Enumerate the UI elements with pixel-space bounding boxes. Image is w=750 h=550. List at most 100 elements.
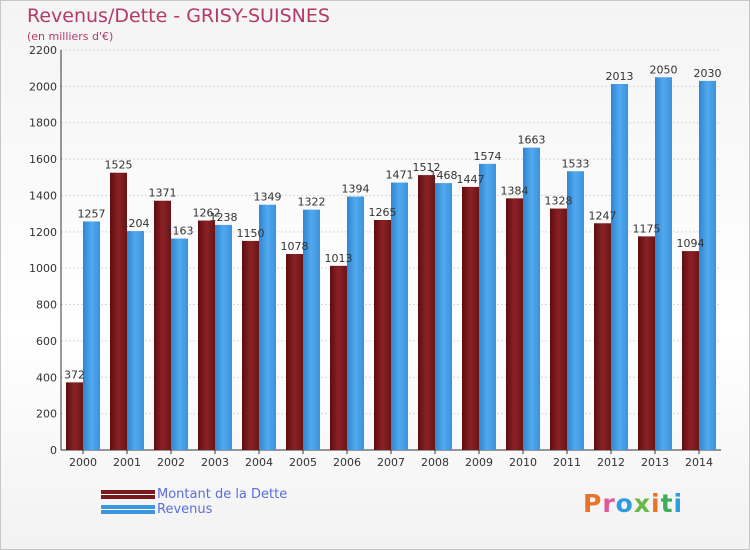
data-label-debt: 1525 [105,159,133,172]
data-label-debt: 1262 [193,207,221,220]
x-tick-label: 2011 [553,456,581,469]
x-tick-label: 2013 [641,456,669,469]
data-label-revenue: 1204 [122,217,150,230]
chart-title: Revenus/Dette - GRISY-SUISNES [27,5,330,27]
bar-revenue [259,204,276,450]
bar-debt [154,200,171,450]
y-tick-label: 1200 [29,226,57,239]
data-label-revenue: 1322 [298,196,326,209]
data-label-debt: 1175 [633,222,661,235]
bar-debt [286,254,303,450]
bar-debt [462,186,479,450]
y-tick-label: 200 [36,408,57,421]
data-label-revenue: 1468 [430,169,458,182]
brand-letter: i [651,489,661,518]
x-tick-label: 2000 [69,456,97,469]
data-label-debt: 1371 [149,187,177,200]
x-tick-label: 2014 [685,456,713,469]
y-tick-label: 600 [36,335,57,348]
data-label-revenue: 1349 [254,191,282,204]
data-label-revenue: 1663 [518,134,546,147]
bar-debt [418,175,435,450]
data-label-revenue: 2013 [606,70,634,83]
data-label-debt: 1384 [501,184,529,197]
x-tick-label: 2005 [289,456,317,469]
x-tick-label: 2009 [465,456,493,469]
chart-subtitle: (en milliers d'€) [27,30,114,43]
x-tick-label: 2007 [377,456,405,469]
bar-revenue [171,238,188,450]
legend-label-revenue: Revenus [157,502,213,517]
y-tick-label: 1000 [29,262,57,275]
bar-revenue [127,231,144,450]
data-label-debt: 1013 [325,252,353,265]
brand-logo: Proxiti [583,489,683,518]
bar-revenue [435,183,452,450]
bar-revenue [347,196,364,450]
brand-letter: x [633,489,651,518]
x-tick-label: 2012 [597,456,625,469]
data-label-revenue: 1471 [386,169,414,182]
bar-revenue [83,221,100,450]
brand-letter: t [660,489,674,518]
bar-debt [682,251,699,450]
brand-letter: o [615,489,634,518]
y-tick-label: 2000 [29,80,57,93]
bar-debt [330,265,347,450]
x-tick-label: 2002 [157,456,185,469]
data-label-debt: 1512 [413,161,441,174]
bar-debt [110,172,127,450]
bar-debt [638,236,655,450]
y-tick-label: 1600 [29,153,57,166]
bar-revenue [523,147,540,451]
x-tick-label: 2010 [509,456,537,469]
bar-revenue [655,77,672,450]
bar-debt [66,382,83,450]
x-tick-label: 2004 [245,456,273,469]
legend-item-revenue: Revenus [101,502,287,517]
data-label-debt: 1265 [369,206,397,219]
y-tick-label: 2200 [29,44,57,57]
y-tick-label: 0 [50,444,57,457]
bar-debt [374,220,391,450]
bar-revenue [303,209,320,450]
bar-debt [506,198,523,450]
data-label-debt: 1078 [281,240,309,253]
legend-swatch-debt [101,490,155,499]
chart-legend: Montant de la Dette Revenus [101,487,287,517]
x-tick-label: 2008 [421,456,449,469]
data-label-debt: 1094 [677,237,705,250]
data-label-debt: 1328 [545,195,573,208]
legend-item-debt: Montant de la Dette [101,487,287,502]
x-tick-label: 2006 [333,456,361,469]
data-label-revenue: 1574 [474,150,502,163]
data-label-revenue: 2030 [694,67,722,80]
y-tick-label: 1800 [29,117,57,130]
x-tick-label: 2001 [113,456,141,469]
bar-debt [242,240,259,450]
y-tick-label: 1400 [29,189,57,202]
brand-letter: i [673,489,684,518]
brand-letter: P [583,489,603,518]
bar-revenue [611,84,628,450]
bar-revenue [567,171,584,451]
data-label-debt: 1247 [589,209,617,222]
bar-debt [198,220,215,450]
bar-debt [550,208,567,450]
data-label-revenue: 1238 [210,211,238,224]
data-label-revenue: 1394 [342,183,370,196]
brand-letter: r [602,489,616,518]
bar-revenue [479,163,496,450]
data-label-revenue: 1257 [78,207,106,220]
data-label-revenue: 1533 [562,157,590,170]
data-label-debt: 1150 [237,227,265,240]
bar-debt [594,223,611,450]
x-tick-label: 2003 [201,456,229,469]
legend-label-debt: Montant de la Dette [157,487,288,502]
bar-revenue [699,80,716,450]
data-label-debt: 372 [64,368,85,381]
bar-revenue [215,224,232,450]
data-label-debt: 1447 [457,173,485,186]
